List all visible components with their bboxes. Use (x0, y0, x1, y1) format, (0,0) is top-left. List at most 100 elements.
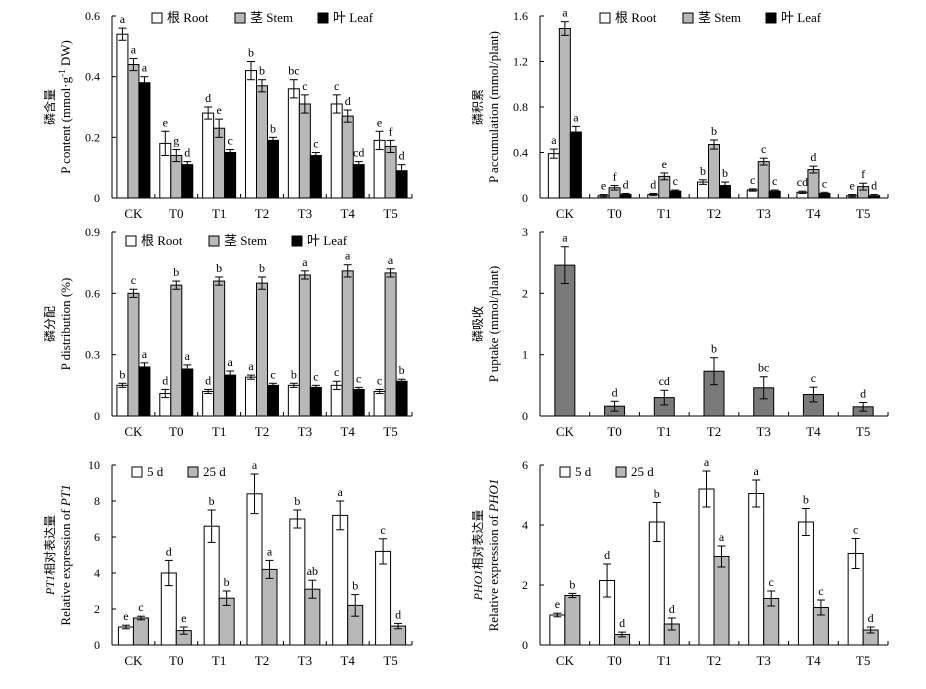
significance-letter: c (377, 373, 382, 387)
significance-letter: e (662, 157, 667, 171)
significance-letter: b (569, 577, 575, 591)
x-tick-label: T5 (383, 424, 397, 439)
significance-letter: c (313, 137, 318, 151)
significance-letter: d (205, 91, 211, 105)
bar-e-s0-T4 (332, 514, 349, 646)
y-axis-label: Relative expression of PT1 (58, 484, 73, 625)
bar-c-s1-T1 (213, 280, 226, 417)
legend-label: 叶 Leaf (307, 233, 348, 248)
y-axis-label-cn: 磷吸收 (470, 306, 485, 342)
significance-letter: a (227, 355, 233, 369)
x-tick-label: T5 (383, 206, 397, 221)
y-tick-label: 0 (94, 638, 100, 652)
bar-f-s0-T4 (797, 521, 814, 646)
y-tick-label: 0.6 (85, 286, 100, 300)
significance-letter: c (822, 176, 827, 190)
significance-letter: d (612, 385, 618, 399)
bar-c-s2-T1 (224, 374, 237, 417)
legend-label: 叶 Leaf (333, 10, 374, 25)
significance-letter: c (302, 79, 307, 93)
bar-a-s1-T1 (213, 127, 226, 199)
bar-a-s1-T4 (341, 115, 354, 199)
bar-a-s1-T3 (298, 103, 311, 199)
bar-e-s1-T2 (261, 568, 278, 646)
legend-swatch (765, 12, 777, 24)
bar-f-s1-T2 (713, 556, 730, 646)
bar-c-s1-CK (127, 292, 140, 417)
significance-letter: c (334, 79, 339, 93)
bar-a-s0-T2 (245, 70, 257, 199)
significance-letter: f (389, 124, 393, 138)
y-tick-label: 1.6 (513, 9, 528, 23)
significance-letter: b (270, 121, 276, 135)
bar-e-s0-T3 (289, 518, 306, 646)
significance-letter: a (338, 485, 344, 499)
significance-letter: f (861, 167, 865, 181)
x-tick-label: T3 (756, 424, 770, 439)
bar-a-s1-T5 (384, 145, 397, 199)
significance-letter: c (227, 133, 232, 147)
significance-letter: cd (797, 175, 808, 189)
significance-letter: a (302, 255, 308, 269)
y-tick-label: 4 (94, 566, 100, 580)
significance-letter: a (252, 458, 258, 472)
bar-c-s0-T3 (287, 384, 300, 417)
x-tick-label: T2 (255, 653, 269, 668)
x-tick-label: T0 (169, 653, 183, 668)
x-tick-label: T0 (607, 206, 621, 221)
legend-swatch (234, 12, 246, 24)
legend-label: 茎 Stem (224, 233, 267, 248)
significance-letter: a (131, 42, 137, 56)
significance-letter: b (352, 579, 358, 593)
significance-letter: d (205, 373, 211, 387)
legend-label: 5 d (147, 464, 164, 479)
y-tick-label: 0.2 (85, 130, 100, 144)
significance-letter: e (601, 179, 606, 193)
y-tick-label: 6 (522, 458, 528, 472)
bar-a-s2-T1 (224, 152, 237, 199)
significance-letter: c (270, 367, 275, 381)
x-tick-label: T1 (657, 206, 671, 221)
bar-e-s0-T1 (203, 525, 220, 646)
y-tick-label: 0 (94, 191, 100, 205)
bar-b-s2-CK (569, 131, 582, 199)
bar-c-s2-T4 (352, 388, 365, 417)
significance-letter: b (216, 261, 222, 275)
y-tick-label: 0 (522, 638, 528, 652)
significance-letter: a (562, 6, 568, 20)
bar-c-s2-T0 (181, 368, 194, 417)
x-tick-label: T0 (607, 424, 621, 439)
x-tick-label: T4 (340, 206, 355, 221)
significance-letter: a (185, 349, 191, 363)
significance-letter: a (120, 12, 126, 26)
y-tick-label: 2 (522, 578, 528, 592)
significance-letter: a (704, 455, 710, 469)
bar-c-s1-T5 (384, 272, 397, 417)
bar-a-s0-T3 (287, 88, 300, 199)
bar-c-s2-T2 (267, 384, 279, 417)
significance-letter: g (173, 133, 179, 147)
x-tick-label: T2 (707, 653, 721, 668)
legend-b: 根 Root 茎 Stem 叶 Leaf (599, 10, 822, 25)
y-tick-label: 8 (94, 494, 100, 508)
significance-letter: bc (758, 361, 769, 375)
y-tick-label: 0.9 (85, 225, 100, 239)
significance-letter: f (613, 169, 617, 183)
x-tick-label: T1 (212, 206, 226, 221)
x-tick-label: T0 (169, 424, 183, 439)
x-tick-label: T4 (340, 653, 355, 668)
y-axis-label: Relative expression of PHO1 (486, 479, 501, 632)
legend-swatch (208, 235, 220, 247)
legend-label: 根 Root (167, 10, 209, 25)
panel-a: 00.20.40.6CK T0 T1 T2 T3 T4 T5aedbbcceagebcdfa… (42, 9, 413, 221)
significance-letter: c (131, 273, 136, 287)
bar-c-s2-T5 (395, 380, 408, 417)
significance-letter: a (551, 133, 557, 147)
legend-swatch (682, 12, 694, 24)
significance-letter: a (388, 253, 394, 267)
significance-letter: c (772, 174, 777, 188)
bar-a-s2-T3 (309, 155, 322, 199)
significance-letter: d (810, 150, 816, 164)
bar-c-s0-T2 (245, 376, 257, 417)
